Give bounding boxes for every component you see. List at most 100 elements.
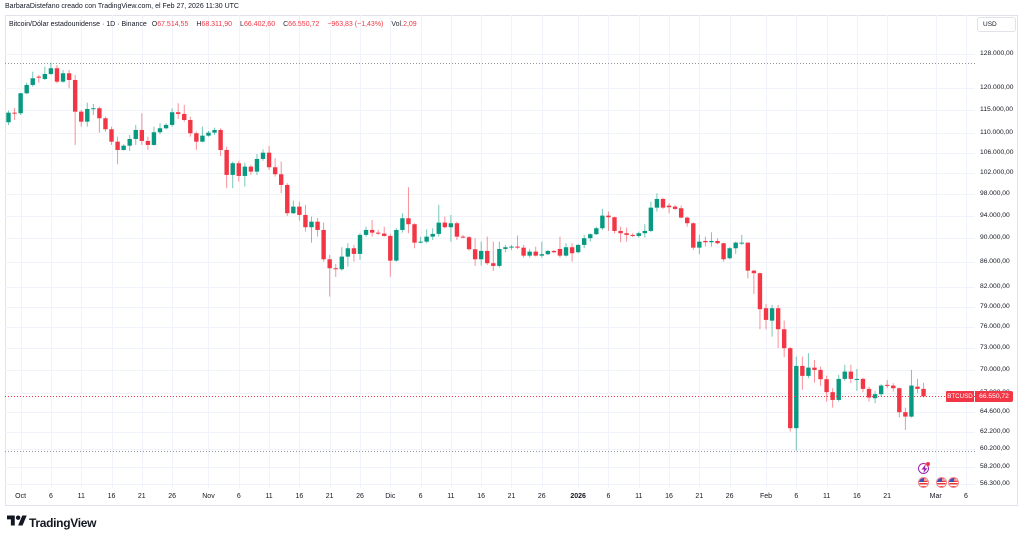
candle bbox=[533, 246, 538, 257]
lightning-icon[interactable] bbox=[918, 462, 930, 474]
candle bbox=[333, 263, 338, 277]
candle bbox=[436, 204, 441, 237]
candle bbox=[709, 232, 714, 247]
price-tick-label: 94.000,00 bbox=[980, 211, 1010, 219]
candle-body bbox=[194, 133, 199, 142]
time-tick-label: 16 bbox=[852, 493, 861, 500]
time-tick-label: 11 bbox=[822, 493, 831, 500]
candle bbox=[739, 234, 744, 245]
price-tick-label: 82.000,00 bbox=[980, 283, 1010, 291]
candle-body bbox=[230, 163, 235, 175]
candle-body bbox=[327, 259, 332, 269]
candle-body bbox=[757, 273, 763, 310]
time-tick-label: 21 bbox=[507, 493, 516, 500]
candle-body bbox=[97, 108, 102, 119]
time-tick-label: 26 bbox=[356, 493, 364, 500]
candle bbox=[703, 236, 708, 247]
chart-pane[interactable]: Bitcoin/Dólar estadounidense · 1D · Bina… bbox=[5, 15, 975, 488]
candle-body bbox=[436, 222, 441, 234]
candle-body bbox=[569, 247, 575, 254]
candle bbox=[745, 242, 751, 279]
price-scale[interactable]: USD 128.000,00 120.000,00 115.000,00 110.00… bbox=[975, 15, 1017, 488]
candle bbox=[612, 216, 617, 234]
flag-canton bbox=[919, 477, 924, 482]
candle bbox=[400, 213, 405, 233]
candle bbox=[678, 205, 684, 219]
candle bbox=[691, 222, 696, 250]
candle-body bbox=[788, 348, 793, 429]
candle bbox=[472, 238, 478, 266]
time-axis[interactable]: Oct 6 11 16 21 26 Nov 6 11 16 21 26 Dic 6 11 16 21 26 2026… bbox=[5, 488, 975, 505]
tradingview-logo[interactable]: TradingView bbox=[7, 513, 96, 534]
flag-stripes bbox=[949, 477, 959, 487]
us-flag-icon[interactable] bbox=[918, 476, 930, 488]
candle bbox=[654, 193, 660, 212]
time-tick-label: 16 bbox=[107, 493, 116, 500]
candle bbox=[775, 304, 781, 349]
candle-body bbox=[400, 218, 405, 230]
candle bbox=[563, 243, 569, 257]
candle bbox=[721, 242, 726, 262]
time-tick-label: 21 bbox=[137, 493, 146, 500]
candle-body bbox=[533, 251, 538, 256]
candle-body bbox=[24, 84, 29, 94]
candle-body bbox=[545, 250, 551, 255]
candle-body bbox=[242, 166, 248, 176]
time-tick-label: 2026 bbox=[570, 493, 586, 500]
candle bbox=[345, 243, 351, 267]
candle bbox=[872, 390, 878, 404]
bolt-glyph bbox=[921, 464, 928, 473]
us-flag-icon[interactable] bbox=[948, 476, 960, 488]
candle bbox=[715, 238, 720, 245]
time-tick-label: 11 bbox=[635, 493, 643, 500]
candle bbox=[115, 136, 120, 165]
candle bbox=[254, 153, 260, 175]
candle bbox=[182, 104, 187, 122]
candle bbox=[79, 109, 84, 127]
candle-body bbox=[763, 308, 769, 320]
us-flag-icon[interactable] bbox=[936, 476, 948, 488]
price-tick-label: 76.000,00 bbox=[980, 322, 1010, 330]
candle bbox=[909, 369, 914, 418]
price-tick-label: 58.200,00 bbox=[980, 462, 1010, 470]
candle-body bbox=[630, 234, 635, 236]
candle bbox=[497, 241, 502, 268]
candle bbox=[878, 384, 884, 397]
candle bbox=[660, 197, 666, 209]
candle bbox=[527, 248, 532, 258]
price-tick-label: 64.600,00 bbox=[980, 407, 1010, 415]
notification-dot bbox=[925, 462, 930, 466]
candle-body bbox=[842, 371, 847, 379]
time-tick-label: 6 bbox=[236, 493, 241, 500]
candle-body bbox=[12, 112, 17, 114]
candle bbox=[769, 304, 775, 337]
candle-body bbox=[745, 242, 751, 271]
candle-body bbox=[272, 167, 278, 175]
price-tick-label: 62.200,00 bbox=[980, 427, 1010, 435]
candle-body bbox=[206, 132, 211, 136]
candle-body bbox=[266, 152, 272, 168]
candle bbox=[18, 92, 23, 115]
candle bbox=[697, 234, 702, 255]
candle bbox=[842, 364, 847, 381]
candle-body bbox=[157, 128, 163, 133]
candle-body bbox=[333, 268, 338, 270]
candle bbox=[151, 126, 157, 146]
open-value: 67.514,55 bbox=[157, 20, 189, 28]
symbol-title[interactable]: Bitcoin/Dólar estadounidense · 1D · Bina… bbox=[9, 20, 147, 28]
candle-body bbox=[903, 412, 908, 417]
low-label: L bbox=[240, 20, 244, 28]
candle-body bbox=[85, 108, 90, 122]
candle bbox=[515, 235, 520, 249]
candle bbox=[369, 219, 375, 237]
candle-body bbox=[127, 138, 132, 146]
currency-button[interactable]: USD bbox=[977, 17, 1016, 32]
candle bbox=[788, 346, 793, 432]
candle bbox=[866, 386, 872, 402]
candle bbox=[285, 183, 290, 216]
price-tick-label: 70.000,00 bbox=[980, 365, 1010, 373]
tradingview-logo-icon bbox=[7, 513, 27, 534]
candle bbox=[145, 136, 151, 150]
candle-body bbox=[388, 235, 393, 261]
candle-body bbox=[345, 248, 351, 257]
